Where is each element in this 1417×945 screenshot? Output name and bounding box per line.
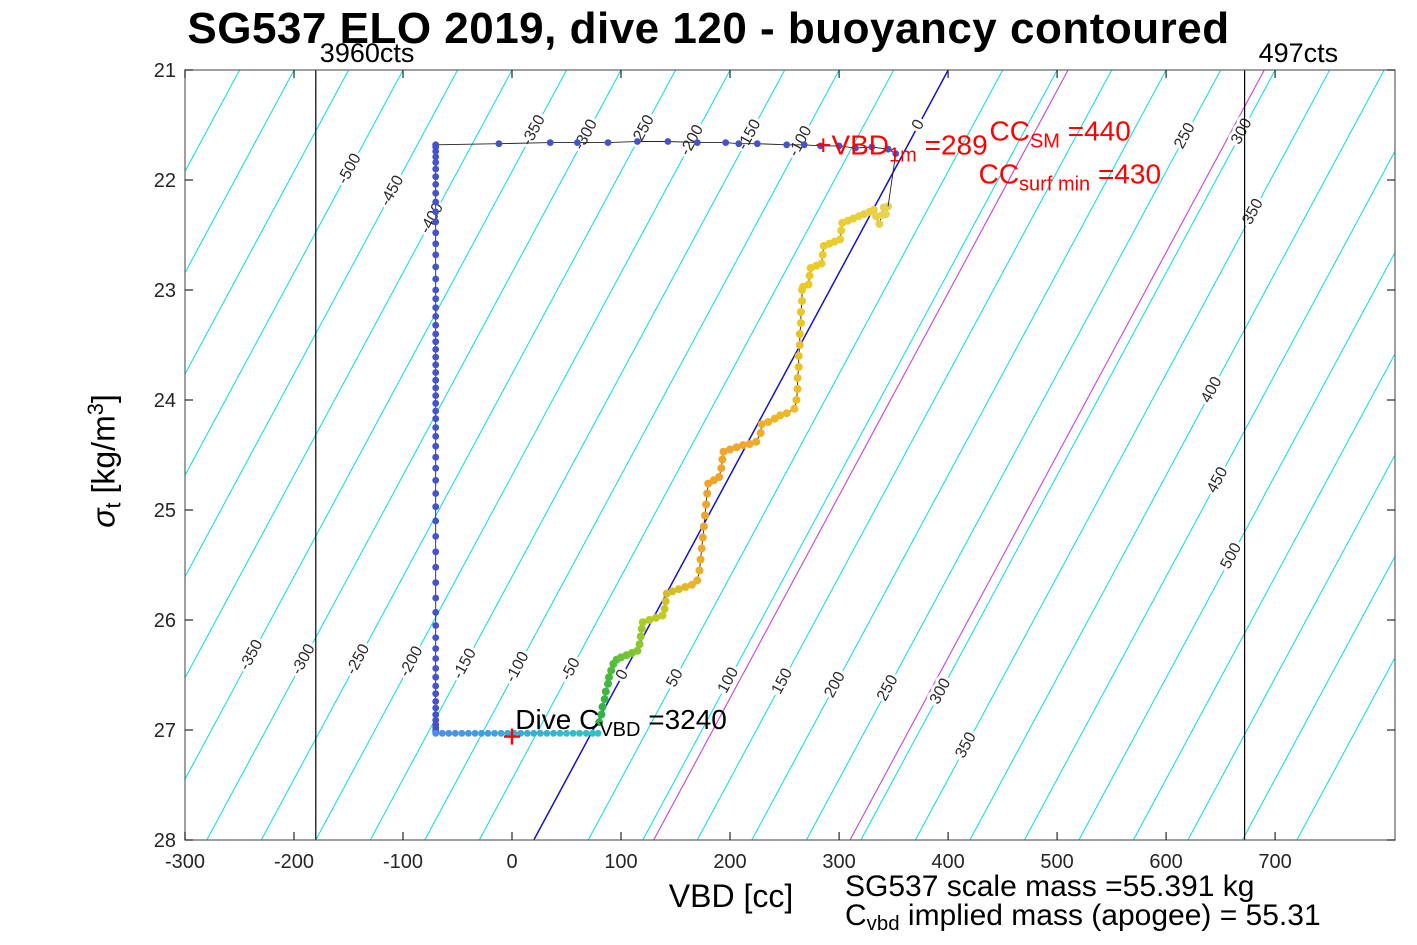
svg-text:350: 350 bbox=[952, 729, 980, 761]
svg-text:500: 500 bbox=[1218, 540, 1246, 572]
svg-text:-250: -250 bbox=[343, 641, 373, 677]
svg-text:-300: -300 bbox=[289, 641, 319, 677]
x-tick-labels: -300 -200 -100 0 100 200 300 400 500 600 700 bbox=[165, 851, 1292, 873]
svg-text:300: 300 bbox=[1228, 116, 1256, 148]
y-tick-labels: 21 22 23 24 25 26 27 28 bbox=[154, 60, 176, 852]
svg-text:0: 0 bbox=[613, 667, 632, 683]
svg-text:200: 200 bbox=[821, 669, 849, 701]
svg-text:100: 100 bbox=[715, 664, 743, 696]
svg-text:22: 22 bbox=[154, 170, 176, 192]
svg-text:450: 450 bbox=[1204, 464, 1232, 496]
svg-text:21: 21 bbox=[154, 60, 176, 82]
apogee-pump-trace bbox=[432, 729, 602, 737]
svg-text:25: 25 bbox=[154, 500, 176, 522]
svg-text:23: 23 bbox=[154, 280, 176, 302]
svg-text:-200: -200 bbox=[677, 122, 707, 158]
svg-text:-400: -400 bbox=[417, 200, 447, 236]
chart-title: SG537 ELO 2019, dive 120 - buoyancy cont… bbox=[187, 4, 1230, 53]
svg-text:-100: -100 bbox=[785, 123, 815, 159]
contour-lines bbox=[185, 70, 1395, 840]
svg-text:26: 26 bbox=[154, 610, 176, 632]
svg-text:-500: -500 bbox=[335, 151, 365, 187]
climb-surface-link bbox=[887, 153, 897, 207]
magenta-contour-line bbox=[849, 70, 1265, 840]
cc-surf-min-label: CCsurf min =430 bbox=[979, 158, 1161, 195]
svg-text:50: 50 bbox=[663, 666, 686, 690]
svg-text:-250: -250 bbox=[628, 112, 658, 148]
svg-text:-350: -350 bbox=[236, 637, 266, 673]
axes-box bbox=[184, 69, 1396, 841]
axis-ticks bbox=[184, 69, 1395, 841]
svg-text:600: 600 bbox=[1149, 851, 1182, 873]
svg-text:-150: -150 bbox=[450, 646, 480, 682]
vbd-1m-label: +VBD1m =289 bbox=[815, 130, 988, 167]
dive-cvbd-label: Dive CVBD =3240 bbox=[515, 704, 727, 741]
svg-text:300: 300 bbox=[927, 675, 955, 707]
implied-mass-note: Cvbd implied mass (apogee) = 55.31 bbox=[845, 899, 1321, 936]
svg-text:-450: -450 bbox=[377, 173, 407, 209]
svg-text:-100: -100 bbox=[502, 649, 532, 685]
x-axis-label: VBD [cc] bbox=[668, 878, 794, 914]
cc-sm-label: CCSM =440 bbox=[990, 115, 1131, 152]
svg-text:400: 400 bbox=[931, 851, 964, 873]
dive-start-marker bbox=[504, 728, 520, 745]
svg-text:24: 24 bbox=[154, 390, 176, 412]
svg-text:700: 700 bbox=[1258, 851, 1291, 873]
descent-trace bbox=[432, 143, 440, 736]
svg-text:-200: -200 bbox=[274, 851, 314, 873]
svg-text:300: 300 bbox=[822, 851, 855, 873]
svg-text:250: 250 bbox=[1171, 120, 1199, 152]
svg-text:-300: -300 bbox=[165, 851, 205, 873]
svg-text:-100: -100 bbox=[383, 851, 423, 873]
svg-text:200: 200 bbox=[713, 851, 746, 873]
svg-text:-200: -200 bbox=[396, 643, 426, 679]
surface-drift-trace bbox=[432, 138, 900, 158]
cts-reference-label: 497cts bbox=[1259, 38, 1339, 68]
svg-text:250: 250 bbox=[874, 672, 902, 704]
svg-text:100: 100 bbox=[604, 851, 637, 873]
svg-text:0: 0 bbox=[506, 851, 517, 873]
svg-text:-300: -300 bbox=[571, 117, 601, 153]
y-axis-label: σt [kg/m3] bbox=[83, 394, 126, 528]
svg-text:28: 28 bbox=[154, 830, 176, 852]
cts-reference-label: 3960cts bbox=[320, 38, 415, 68]
svg-text:150: 150 bbox=[769, 666, 797, 698]
svg-text:400: 400 bbox=[1198, 374, 1226, 406]
svg-text:500: 500 bbox=[1040, 851, 1073, 873]
svg-text:-150: -150 bbox=[734, 117, 764, 153]
climb-trace bbox=[595, 202, 893, 727]
svg-text:350: 350 bbox=[1239, 196, 1267, 228]
magenta-contour-line bbox=[653, 70, 1069, 840]
svg-text:-50: -50 bbox=[558, 655, 584, 684]
svg-text:27: 27 bbox=[154, 720, 176, 742]
scale-mass-note: SG537 scale mass =55.391 kg bbox=[845, 870, 1255, 903]
